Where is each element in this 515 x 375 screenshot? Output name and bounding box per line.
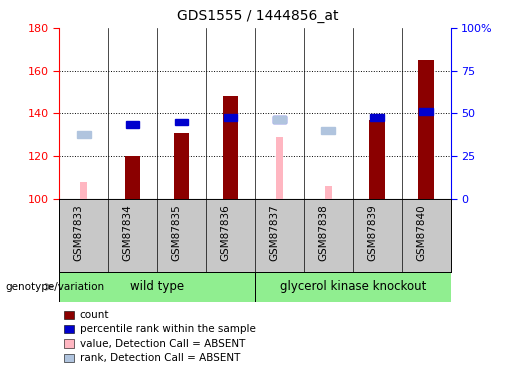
Bar bbox=[324, 186, 332, 199]
Text: rank, Detection Call = ABSENT: rank, Detection Call = ABSENT bbox=[80, 353, 240, 363]
Bar bbox=[272, 116, 286, 123]
Text: GSM87837: GSM87837 bbox=[269, 205, 279, 261]
Text: GSM87840: GSM87840 bbox=[416, 205, 426, 261]
Bar bbox=[272, 116, 286, 123]
Text: GDS1555 / 1444856_at: GDS1555 / 1444856_at bbox=[177, 9, 338, 23]
Text: value, Detection Call = ABSENT: value, Detection Call = ABSENT bbox=[80, 339, 245, 348]
Bar bbox=[369, 120, 385, 199]
Bar bbox=[255, 272, 451, 302]
Text: genotype/variation: genotype/variation bbox=[5, 282, 104, 292]
Text: GSM87834: GSM87834 bbox=[123, 205, 133, 261]
Text: GSM87839: GSM87839 bbox=[367, 205, 377, 261]
Bar bbox=[174, 133, 190, 199]
Bar bbox=[80, 182, 88, 199]
Bar bbox=[224, 114, 237, 121]
Bar bbox=[321, 127, 335, 134]
Bar bbox=[77, 131, 91, 138]
Text: GSM87836: GSM87836 bbox=[220, 205, 230, 261]
Text: GSM87838: GSM87838 bbox=[318, 205, 329, 261]
Bar bbox=[370, 114, 384, 121]
Bar bbox=[126, 121, 140, 128]
Bar bbox=[59, 272, 255, 302]
Text: wild type: wild type bbox=[130, 280, 184, 293]
Text: glycerol kinase knockout: glycerol kinase knockout bbox=[280, 280, 426, 293]
Text: GSM87833: GSM87833 bbox=[74, 205, 83, 261]
Bar bbox=[418, 60, 434, 199]
Bar bbox=[276, 137, 283, 199]
Bar bbox=[419, 108, 433, 115]
Text: percentile rank within the sample: percentile rank within the sample bbox=[80, 324, 256, 334]
Bar bbox=[222, 96, 238, 199]
Text: GSM87835: GSM87835 bbox=[171, 205, 181, 261]
Bar bbox=[175, 118, 188, 125]
Bar bbox=[125, 156, 141, 199]
Text: count: count bbox=[80, 310, 109, 320]
